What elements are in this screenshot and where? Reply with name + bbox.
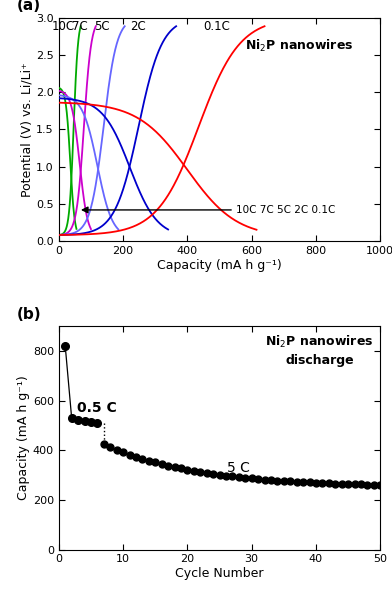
Text: (a): (a) xyxy=(17,0,41,13)
Text: 2C: 2C xyxy=(130,20,145,33)
Text: (b): (b) xyxy=(17,307,42,322)
Text: 10C: 10C xyxy=(52,20,75,33)
Text: 0.1C: 0.1C xyxy=(203,20,230,33)
Text: Ni$_2$P nanowires: Ni$_2$P nanowires xyxy=(245,38,354,54)
Y-axis label: Capacity (mA h g⁻¹): Capacity (mA h g⁻¹) xyxy=(17,375,30,500)
Text: 0.5 C: 0.5 C xyxy=(77,401,116,415)
X-axis label: Cycle Number: Cycle Number xyxy=(175,567,264,580)
Text: Ni$_2$P nanowires
discharge: Ni$_2$P nanowires discharge xyxy=(265,333,374,366)
Text: 5C: 5C xyxy=(94,20,110,33)
Text: 5 C: 5 C xyxy=(227,461,250,475)
Text: 7C: 7C xyxy=(72,20,87,33)
Text: 10C 7C 5C 2C 0.1C: 10C 7C 5C 2C 0.1C xyxy=(236,205,335,215)
X-axis label: Capacity (mA h g⁻¹): Capacity (mA h g⁻¹) xyxy=(157,259,282,272)
Y-axis label: Potential (V) vs. Li/Li⁺: Potential (V) vs. Li/Li⁺ xyxy=(20,62,33,197)
